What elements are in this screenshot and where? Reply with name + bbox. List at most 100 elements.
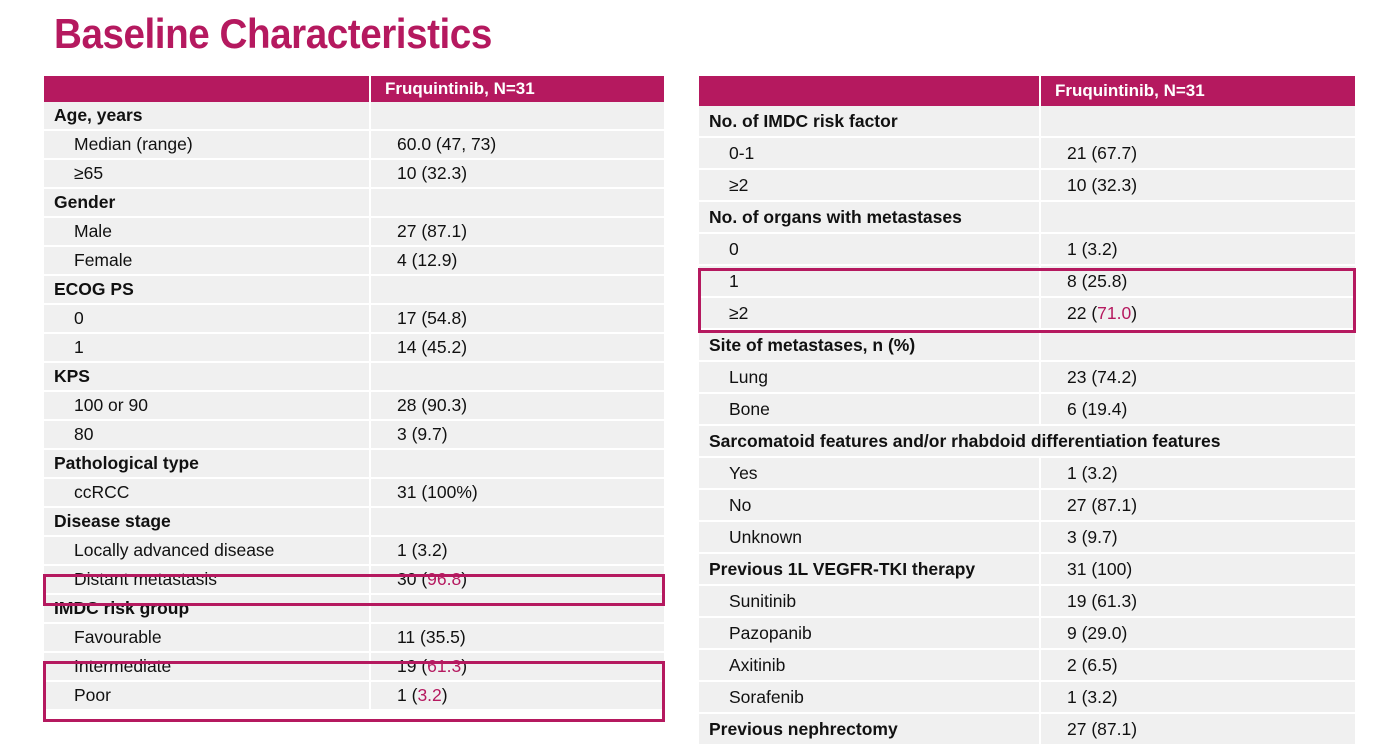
table-row: ≥2 22 (71.0) bbox=[699, 296, 1355, 329]
row-label: Site of metastases, n (%) bbox=[699, 328, 1040, 361]
header-label-cell bbox=[44, 76, 370, 102]
row-label: No. of organs with metastases bbox=[699, 200, 1040, 233]
header-value-cell: Fruquintinib, N=31 bbox=[1039, 76, 1355, 106]
row-label: Disease stage bbox=[44, 506, 370, 536]
table-row: Poor 1 (3.2) bbox=[44, 680, 664, 709]
category-row: Previous nephrectomy 27 (87.1) bbox=[699, 712, 1355, 744]
row-value: 1 (3.2) bbox=[1039, 456, 1355, 489]
category-row: Pathological type bbox=[44, 448, 664, 478]
value-prefix: 19 ( bbox=[397, 656, 428, 676]
table-row: Intermediate 19 (61.3) bbox=[44, 651, 664, 681]
row-label: Distant metastasis bbox=[44, 564, 370, 594]
row-value: 3 (9.7) bbox=[369, 419, 664, 449]
row-label: Locally advanced disease bbox=[44, 535, 370, 565]
row-value: 8 (25.8) bbox=[1039, 264, 1355, 297]
row-value: 60.0 (47, 73) bbox=[369, 129, 664, 159]
row-value: 10 (32.3) bbox=[1039, 168, 1355, 201]
category-row: Site of metastases, n (%) bbox=[699, 328, 1355, 361]
baseline-table-left: Fruquintinib, N=31 Age, years Median (ran… bbox=[44, 76, 664, 709]
row-value: 10 (32.3) bbox=[369, 158, 664, 188]
row-value: 22 (71.0) bbox=[1039, 296, 1355, 329]
row-value bbox=[369, 506, 664, 536]
row-value: 9 (29.0) bbox=[1039, 616, 1355, 649]
table-row: 0-1 21 (67.7) bbox=[699, 136, 1355, 169]
value-prefix: 22 ( bbox=[1067, 302, 1098, 323]
row-value: 27 (87.1) bbox=[369, 216, 664, 246]
value-highlight: 96.8 bbox=[427, 569, 462, 589]
row-value: 2 (6.5) bbox=[1039, 648, 1355, 681]
row-label: Sorafenib bbox=[699, 680, 1040, 713]
value-highlight: 61.3 bbox=[427, 656, 462, 676]
table-row: Distant metastasis 30 (96.8) bbox=[44, 564, 664, 594]
header-label-cell bbox=[699, 76, 1040, 106]
row-value bbox=[369, 448, 664, 478]
row-label: ≥65 bbox=[44, 158, 370, 188]
row-label: 80 bbox=[44, 419, 370, 449]
row-value: 31 (100%) bbox=[369, 477, 664, 507]
row-value: 1 (3.2) bbox=[369, 680, 664, 709]
row-label: Sunitinib bbox=[699, 584, 1040, 617]
category-row: KPS bbox=[44, 361, 664, 391]
category-row: Previous 1L VEGFR-TKI therapy 31 (100) bbox=[699, 552, 1355, 585]
category-row: Sarcomatoid features and/or rhabdoid dif… bbox=[699, 424, 1355, 457]
row-label: Previous 1L VEGFR-TKI therapy bbox=[699, 552, 1040, 585]
table-row: Favourable 11 (35.5) bbox=[44, 622, 664, 652]
table-row: Sunitinib 19 (61.3) bbox=[699, 584, 1355, 617]
value-prefix: 1 ( bbox=[397, 685, 418, 705]
row-value bbox=[369, 593, 664, 623]
row-label: ≥2 bbox=[699, 296, 1040, 329]
table-row: Locally advanced disease 1 (3.2) bbox=[44, 535, 664, 565]
row-label: ccRCC bbox=[44, 477, 370, 507]
value-highlight: 3.2 bbox=[417, 685, 442, 705]
table-row: Sorafenib 1 (3.2) bbox=[699, 680, 1355, 713]
row-value: 27 (87.1) bbox=[1039, 488, 1355, 521]
row-label: Axitinib bbox=[699, 648, 1040, 681]
row-label: Pathological type bbox=[44, 448, 370, 478]
category-row: Disease stage bbox=[44, 506, 664, 536]
row-label: Bone bbox=[699, 392, 1040, 425]
row-value: 14 (45.2) bbox=[369, 332, 664, 362]
row-label: Sarcomatoid features and/or rhabdoid dif… bbox=[699, 424, 1355, 457]
row-label: Gender bbox=[44, 187, 370, 217]
row-value: 1 (3.2) bbox=[369, 535, 664, 565]
row-value: 11 (35.5) bbox=[369, 622, 664, 652]
row-value bbox=[369, 187, 664, 217]
page-title: Baseline Characteristics bbox=[54, 10, 492, 57]
row-label: Lung bbox=[699, 360, 1040, 393]
table-row: Yes 1 (3.2) bbox=[699, 456, 1355, 489]
value-suffix: ) bbox=[1131, 302, 1138, 323]
table-row: Median (range) 60.0 (47, 73) bbox=[44, 129, 664, 159]
row-label: Poor bbox=[44, 680, 370, 709]
table-row: Male 27 (87.1) bbox=[44, 216, 664, 246]
value-suffix: ) bbox=[441, 685, 448, 705]
value-suffix: ) bbox=[461, 569, 468, 589]
row-value bbox=[1039, 106, 1355, 137]
table-row: Bone 6 (19.4) bbox=[699, 392, 1355, 425]
row-label: Age, years bbox=[44, 102, 370, 130]
table-row: Unknown 3 (9.7) bbox=[699, 520, 1355, 553]
row-value: 3 (9.7) bbox=[1039, 520, 1355, 553]
row-label: Male bbox=[44, 216, 370, 246]
row-label: 0 bbox=[44, 303, 370, 333]
row-label: Pazopanib bbox=[699, 616, 1040, 649]
row-value bbox=[1039, 200, 1355, 233]
table-row: 100 or 90 28 (90.3) bbox=[44, 390, 664, 420]
row-label: 0 bbox=[699, 232, 1040, 265]
row-value: 4 (12.9) bbox=[369, 245, 664, 275]
table-row: Lung 23 (74.2) bbox=[699, 360, 1355, 393]
row-value: 30 (96.8) bbox=[369, 564, 664, 594]
table-header-row: Fruquintinib, N=31 bbox=[44, 76, 664, 102]
baseline-table-right: Fruquintinib, N=31 No. of IMDC risk fact… bbox=[699, 76, 1355, 744]
category-row: IMDC risk group bbox=[44, 593, 664, 623]
row-label: 100 or 90 bbox=[44, 390, 370, 420]
row-label: IMDC risk group bbox=[44, 593, 370, 623]
row-label: Unknown bbox=[699, 520, 1040, 553]
category-row: ECOG PS bbox=[44, 274, 664, 304]
row-label: Favourable bbox=[44, 622, 370, 652]
row-value: 28 (90.3) bbox=[369, 390, 664, 420]
row-label: Previous nephrectomy bbox=[699, 712, 1040, 744]
table-row: 1 14 (45.2) bbox=[44, 332, 664, 362]
table-row: No 27 (87.1) bbox=[699, 488, 1355, 521]
